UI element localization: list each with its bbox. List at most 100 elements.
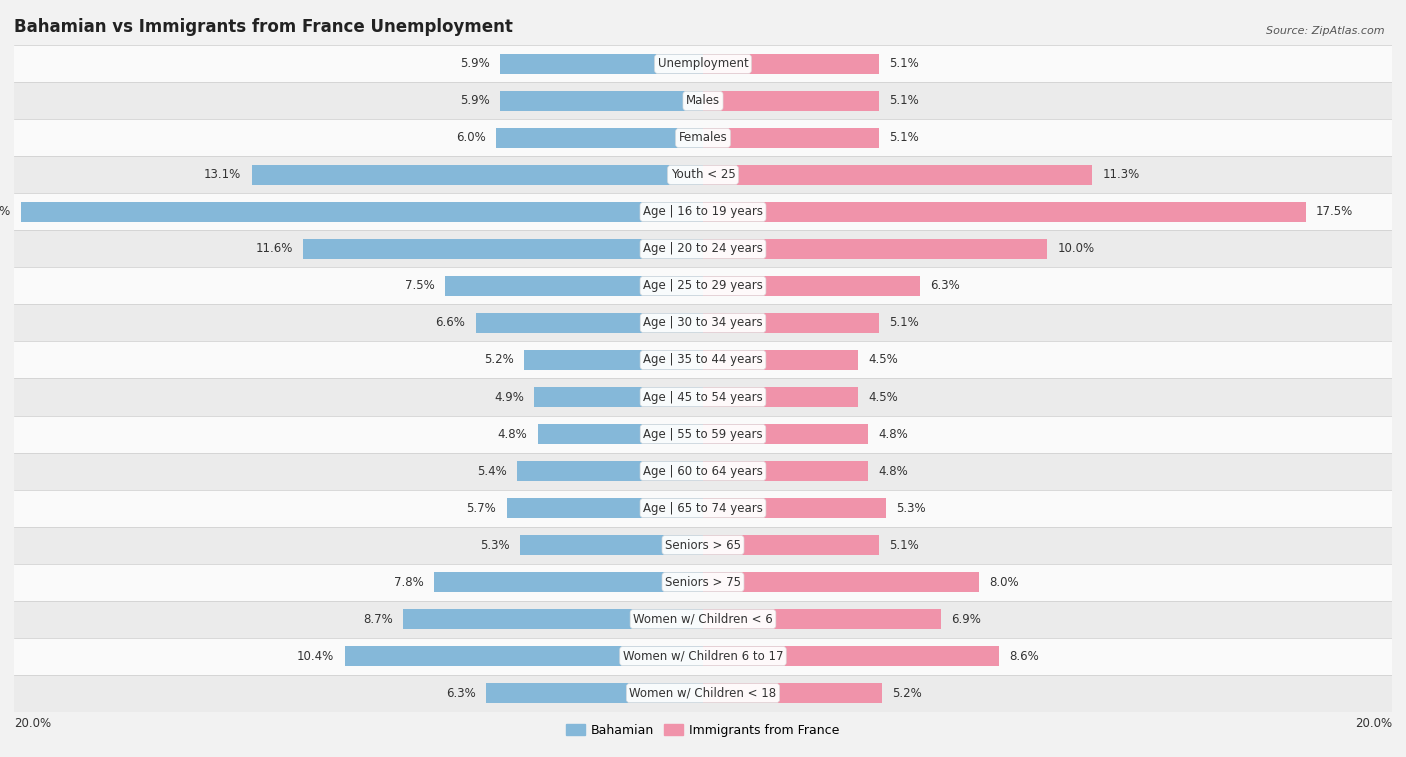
Text: 5.4%: 5.4% <box>477 465 506 478</box>
Text: Seniors > 65: Seniors > 65 <box>665 538 741 552</box>
Text: 5.9%: 5.9% <box>460 95 489 107</box>
Bar <box>14 120 1392 157</box>
Text: 5.9%: 5.9% <box>460 58 489 70</box>
Text: Unemployment: Unemployment <box>658 58 748 70</box>
Bar <box>496 129 703 148</box>
Bar <box>703 462 869 481</box>
Bar <box>434 572 703 592</box>
Text: 6.9%: 6.9% <box>950 612 981 625</box>
Bar <box>14 230 1392 267</box>
Text: Age | 65 to 74 years: Age | 65 to 74 years <box>643 502 763 515</box>
Bar <box>703 609 941 628</box>
Bar <box>404 609 703 628</box>
Text: 11.3%: 11.3% <box>1102 169 1140 182</box>
Text: 5.3%: 5.3% <box>481 538 510 552</box>
Bar <box>524 350 703 369</box>
Text: Males: Males <box>686 95 720 107</box>
Bar <box>444 276 703 295</box>
Bar <box>486 684 703 702</box>
Text: 19.8%: 19.8% <box>0 205 11 219</box>
Text: 4.5%: 4.5% <box>869 391 898 403</box>
Text: 13.1%: 13.1% <box>204 169 242 182</box>
Bar <box>14 674 1392 712</box>
Bar <box>703 202 1306 222</box>
Text: 5.1%: 5.1% <box>889 58 918 70</box>
Bar <box>21 202 703 222</box>
Text: 20.0%: 20.0% <box>14 717 51 731</box>
Text: 4.8%: 4.8% <box>498 428 527 441</box>
Text: Age | 55 to 59 years: Age | 55 to 59 years <box>643 428 763 441</box>
Bar <box>703 425 869 444</box>
Text: 5.1%: 5.1% <box>889 538 918 552</box>
Text: 4.5%: 4.5% <box>869 354 898 366</box>
Text: 11.6%: 11.6% <box>256 242 292 255</box>
Bar <box>537 425 703 444</box>
Bar <box>475 313 703 332</box>
Bar <box>703 388 858 407</box>
Bar <box>703 498 886 518</box>
Text: Source: ZipAtlas.com: Source: ZipAtlas.com <box>1267 26 1385 36</box>
Bar <box>499 55 703 73</box>
Legend: Bahamian, Immigrants from France: Bahamian, Immigrants from France <box>561 719 845 742</box>
Bar <box>14 527 1392 563</box>
Text: 5.1%: 5.1% <box>889 316 918 329</box>
Bar <box>534 388 703 407</box>
Text: 4.9%: 4.9% <box>494 391 524 403</box>
Bar <box>14 637 1392 674</box>
Bar <box>703 129 879 148</box>
Text: 6.0%: 6.0% <box>456 132 486 145</box>
Text: Age | 60 to 64 years: Age | 60 to 64 years <box>643 465 763 478</box>
Bar <box>14 341 1392 378</box>
Bar <box>14 304 1392 341</box>
Text: 20.0%: 20.0% <box>1355 717 1392 731</box>
Bar <box>14 45 1392 83</box>
Bar <box>499 92 703 111</box>
Text: Age | 35 to 44 years: Age | 35 to 44 years <box>643 354 763 366</box>
Text: Females: Females <box>679 132 727 145</box>
Text: Women w/ Children < 6: Women w/ Children < 6 <box>633 612 773 625</box>
Text: 6.6%: 6.6% <box>436 316 465 329</box>
Bar <box>14 453 1392 490</box>
Bar <box>703 535 879 555</box>
Bar <box>14 378 1392 416</box>
Text: 8.6%: 8.6% <box>1010 650 1039 662</box>
Bar <box>14 83 1392 120</box>
Bar <box>14 416 1392 453</box>
Bar <box>506 498 703 518</box>
Bar <box>14 267 1392 304</box>
Bar <box>252 165 703 185</box>
Text: 17.5%: 17.5% <box>1316 205 1354 219</box>
Text: Age | 30 to 34 years: Age | 30 to 34 years <box>643 316 763 329</box>
Text: Seniors > 75: Seniors > 75 <box>665 575 741 588</box>
Bar <box>703 276 920 295</box>
Text: 4.8%: 4.8% <box>879 465 908 478</box>
Text: 6.3%: 6.3% <box>931 279 960 292</box>
Bar <box>14 600 1392 637</box>
Bar <box>304 239 703 259</box>
Text: Age | 45 to 54 years: Age | 45 to 54 years <box>643 391 763 403</box>
Text: 5.3%: 5.3% <box>896 502 925 515</box>
Text: 6.3%: 6.3% <box>446 687 475 699</box>
Text: 10.0%: 10.0% <box>1057 242 1095 255</box>
Text: 5.2%: 5.2% <box>893 687 922 699</box>
Bar <box>703 572 979 592</box>
Text: Age | 20 to 24 years: Age | 20 to 24 years <box>643 242 763 255</box>
Text: 5.7%: 5.7% <box>467 502 496 515</box>
Text: 4.8%: 4.8% <box>879 428 908 441</box>
Bar <box>344 646 703 665</box>
Text: 5.1%: 5.1% <box>889 132 918 145</box>
Text: Women w/ Children 6 to 17: Women w/ Children 6 to 17 <box>623 650 783 662</box>
Bar <box>14 563 1392 600</box>
Text: Youth < 25: Youth < 25 <box>671 169 735 182</box>
Bar <box>703 646 1000 665</box>
Bar <box>703 684 882 702</box>
Text: 8.0%: 8.0% <box>988 575 1018 588</box>
Text: 8.7%: 8.7% <box>363 612 392 625</box>
Text: Bahamian vs Immigrants from France Unemployment: Bahamian vs Immigrants from France Unemp… <box>14 17 513 36</box>
Text: 5.1%: 5.1% <box>889 95 918 107</box>
Bar <box>14 157 1392 194</box>
Bar <box>520 535 703 555</box>
Bar <box>14 490 1392 527</box>
Text: Women w/ Children < 18: Women w/ Children < 18 <box>630 687 776 699</box>
Text: 7.5%: 7.5% <box>405 279 434 292</box>
